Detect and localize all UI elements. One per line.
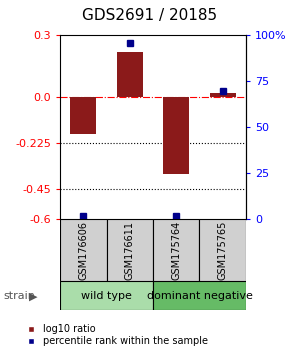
Bar: [106, 219, 153, 281]
Legend: log10 ratio, percentile rank within the sample: log10 ratio, percentile rank within the …: [20, 324, 209, 347]
Bar: [153, 219, 200, 281]
Text: dominant negative: dominant negative: [147, 291, 252, 301]
Bar: [200, 219, 246, 281]
Bar: [153, 281, 246, 310]
Text: ▶: ▶: [28, 292, 37, 302]
Text: GSM175764: GSM175764: [171, 221, 181, 280]
Bar: [70, 97, 96, 133]
Bar: [210, 93, 236, 97]
Bar: [117, 52, 142, 97]
Bar: [60, 219, 106, 281]
Text: GSM175765: GSM175765: [218, 221, 228, 280]
Text: GSM176611: GSM176611: [125, 221, 135, 280]
Bar: [60, 281, 153, 310]
Text: GSM176606: GSM176606: [78, 221, 88, 280]
Text: wild type: wild type: [81, 291, 132, 301]
Bar: [164, 97, 189, 175]
Text: GDS2691 / 20185: GDS2691 / 20185: [82, 8, 218, 23]
Text: strain: strain: [3, 291, 35, 301]
